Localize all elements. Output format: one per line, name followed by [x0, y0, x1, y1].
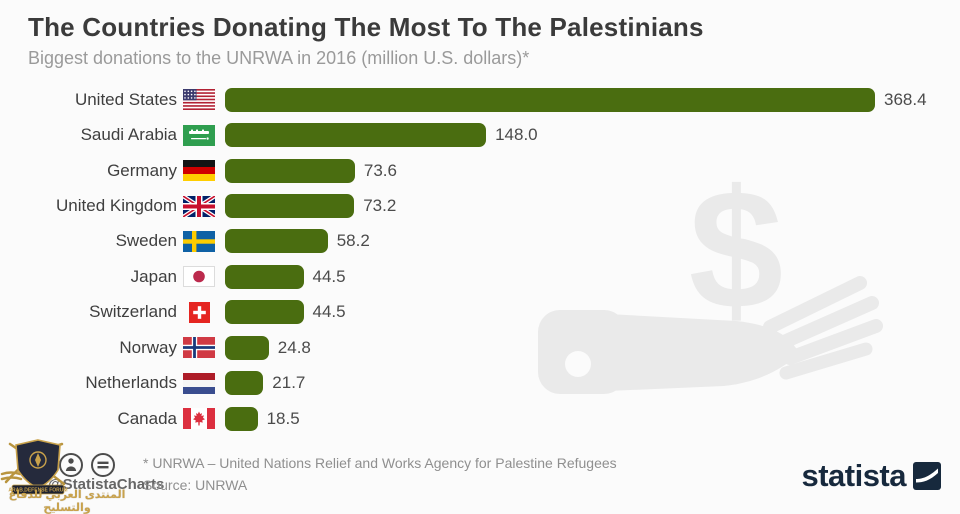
flag-icon-japan — [183, 266, 215, 288]
chart-row: Japan 44.5 — [0, 259, 960, 294]
flag-icon-switzerland — [183, 301, 215, 323]
bar-switzerland — [225, 300, 304, 325]
chart-row: United States 368.4 — [0, 82, 960, 117]
chart-row: Norway 24.8 — [0, 330, 960, 365]
bar-germany — [225, 158, 355, 183]
flag-icon-norway — [183, 337, 215, 359]
flag-icon-united-kingdom — [183, 195, 215, 217]
country-label-netherlands: Netherlands — [85, 373, 177, 393]
chart-canvas: $ The Countries Donating The Most To The… — [0, 12, 960, 514]
country-label-germany: Germany — [107, 160, 177, 180]
chart-row: Switzerland 44.5 — [0, 295, 960, 330]
watermark-arabic-text: المنتدى العربي للدفاع والتسليح — [8, 489, 126, 514]
chart-row: Canada 18.5 — [0, 401, 960, 436]
value-label-germany: 73.6 — [363, 160, 397, 180]
value-label-united-kingdom: 73.2 — [363, 196, 397, 216]
source-label: Source: UNRWA — [143, 477, 248, 493]
statista-logo-icon — [913, 461, 941, 490]
value-label-netherlands: 21.7 — [272, 373, 306, 393]
country-label-canada: Canada — [117, 408, 177, 428]
country-label-united-kingdom: United Kingdom — [56, 196, 177, 216]
bar-sweden — [225, 229, 328, 254]
country-label-switzerland: Switzerland — [89, 302, 177, 322]
flag-icon-netherlands — [183, 372, 215, 394]
chart-row: Netherlands 21.7 — [0, 366, 960, 401]
bar-chart: United States 368.4 Saudi Arabia 148.0 Ger… — [0, 82, 960, 436]
value-label-sweden: 58.2 — [336, 231, 370, 251]
footnote: * UNRWA – United Nations Relief and Work… — [143, 455, 617, 471]
country-label-united-states: United States — [74, 89, 177, 109]
statista-charts-handle: @StatistaCharts — [48, 476, 165, 493]
nd-icon — [91, 453, 115, 477]
by-icon — [59, 453, 83, 477]
page-title: The Countries Donating The Most To The P… — [28, 12, 704, 42]
bar-united-kingdom — [225, 194, 355, 219]
bar-united-states — [225, 87, 875, 112]
value-label-united-states: 368.4 — [884, 89, 927, 109]
country-label-saudi-arabia: Saudi Arabia — [80, 125, 177, 145]
flag-icon-germany — [183, 160, 215, 182]
chart-row: Sweden 58.2 — [0, 224, 960, 259]
flag-icon-saudi-arabia — [183, 124, 215, 146]
flag-icon-sweden — [183, 230, 215, 252]
bar-saudi-arabia — [225, 123, 487, 148]
value-label-switzerland: 44.5 — [312, 302, 346, 322]
page-subtitle: Biggest donations to the UNRWA in 2016 (… — [28, 48, 530, 68]
country-label-sweden: Sweden — [115, 231, 177, 251]
chart-row: Germany 73.6 — [0, 153, 960, 188]
bar-netherlands — [225, 371, 264, 396]
flag-icon-united-states — [183, 89, 215, 111]
flag-icon-canada — [183, 408, 215, 430]
chart-row: Saudi Arabia 148.0 — [0, 117, 960, 152]
bar-japan — [225, 264, 304, 289]
value-label-canada: 18.5 — [266, 408, 300, 428]
statista-wordmark: statista — [801, 458, 906, 493]
bar-norway — [225, 335, 269, 360]
value-label-norway: 24.8 — [277, 337, 311, 357]
country-label-norway: Norway — [119, 337, 177, 357]
country-label-japan: Japan — [130, 266, 177, 286]
value-label-japan: 44.5 — [312, 266, 346, 286]
statista-logo: statista — [801, 460, 941, 491]
chart-row: United Kingdom 73.2 — [0, 188, 960, 223]
value-label-saudi-arabia: 148.0 — [495, 125, 538, 145]
bar-canada — [225, 406, 258, 431]
creative-commons-license-icons — [27, 453, 115, 477]
